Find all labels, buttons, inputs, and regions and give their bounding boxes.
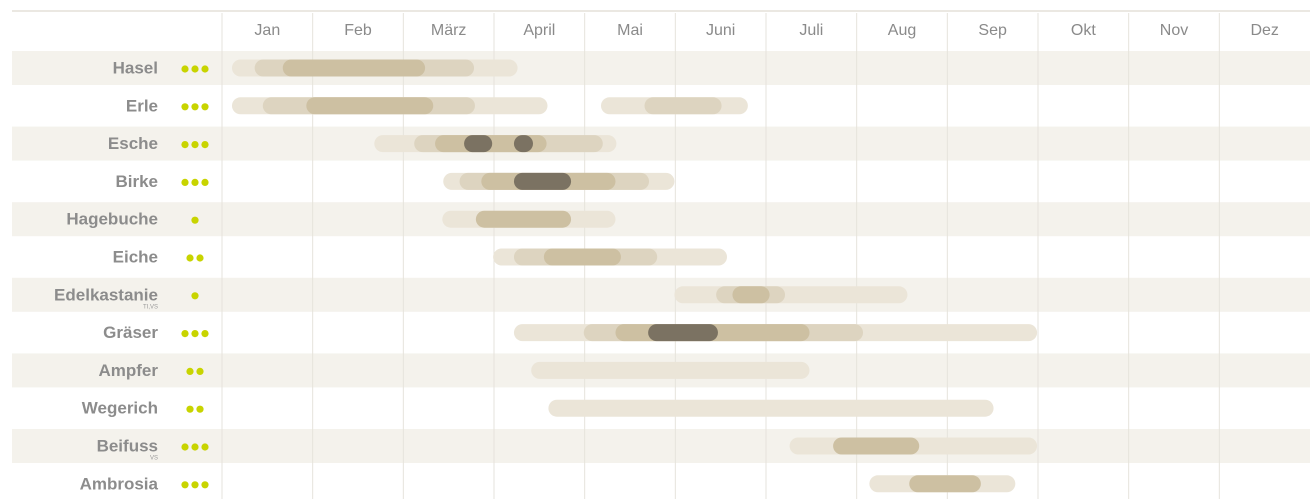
row-band — [12, 126, 1310, 161]
plant-name: Hasel — [113, 58, 158, 77]
allergy-dot — [201, 103, 209, 111]
row-band — [12, 429, 1310, 463]
allergy-dot — [181, 65, 189, 73]
plant-name: Gräser — [103, 323, 158, 342]
row-band — [12, 277, 1310, 312]
allergy-dot — [201, 443, 209, 451]
allergy-dot — [191, 443, 199, 451]
region-note: TI,VS — [143, 304, 158, 310]
month-label: Dez — [1250, 22, 1278, 39]
pollen-bar — [531, 361, 810, 379]
plant-name: Ampfer — [98, 361, 158, 380]
allergy-dot — [201, 141, 209, 149]
row-band — [12, 202, 1310, 237]
pollen-bar — [543, 248, 621, 266]
month-label: April — [523, 22, 555, 39]
month-label: Nov — [1160, 22, 1188, 39]
allergy-dot — [191, 292, 199, 300]
plant-name: Eiche — [113, 247, 158, 266]
allergy-dot — [201, 481, 209, 489]
month-label: Mai — [617, 22, 643, 39]
allergy-dot — [191, 330, 199, 338]
allergy-dot — [196, 405, 204, 413]
allergy-dot — [181, 103, 189, 111]
allergy-dot — [191, 178, 199, 186]
pollen-bar — [732, 286, 770, 304]
plant-name: Birke — [115, 172, 158, 191]
plant-name: Ambrosia — [80, 474, 159, 493]
pollen-bar — [513, 172, 572, 190]
plant-name: Esche — [108, 134, 158, 153]
pollen-bar — [475, 210, 572, 228]
allergy-dot — [186, 254, 194, 262]
pollen-bar — [464, 135, 493, 153]
pollen-bar — [833, 437, 920, 455]
allergy-dot — [191, 103, 199, 111]
month-label: Aug — [888, 22, 916, 39]
allergy-dot — [181, 330, 189, 338]
month-label: Sep — [978, 22, 1007, 39]
plant-name: Hagebuche — [66, 210, 158, 229]
plant-name: Beifuss — [97, 436, 158, 455]
allergy-dot — [201, 65, 209, 73]
allergy-dot — [196, 254, 204, 262]
allergy-dot — [181, 443, 189, 451]
plant-name: Edelkastanie — [54, 285, 158, 304]
pollen-bar — [513, 135, 533, 153]
allergy-dot — [181, 141, 189, 149]
allergy-dot — [201, 330, 209, 338]
plant-name: Wegerich — [82, 399, 158, 418]
allergy-dot — [191, 141, 199, 149]
month-label: Juli — [799, 22, 823, 39]
row-band — [12, 51, 1310, 85]
pollen-bar — [674, 286, 908, 304]
allergy-dot — [196, 367, 204, 375]
allergy-dot — [186, 367, 194, 375]
pollen-bar — [282, 59, 426, 77]
plant-name: Erle — [126, 96, 158, 115]
month-label: Jan — [254, 22, 280, 39]
allergy-dot — [201, 178, 209, 186]
region-note: VS — [150, 456, 158, 462]
month-label: Feb — [344, 22, 372, 39]
pollen-bar — [648, 324, 718, 342]
pollen-bar — [548, 399, 994, 417]
pollen-bar — [644, 97, 722, 115]
month-label: Juni — [706, 22, 735, 39]
month-label: März — [431, 22, 467, 39]
pollen-bar — [306, 97, 434, 115]
allergy-dot — [191, 65, 199, 73]
allergy-dot — [191, 216, 199, 224]
month-label: Okt — [1071, 22, 1096, 39]
allergy-dot — [191, 481, 199, 489]
allergy-dot — [186, 405, 194, 413]
allergy-dot — [181, 481, 189, 489]
allergy-dot — [181, 178, 189, 186]
pollen-bar — [909, 475, 981, 493]
